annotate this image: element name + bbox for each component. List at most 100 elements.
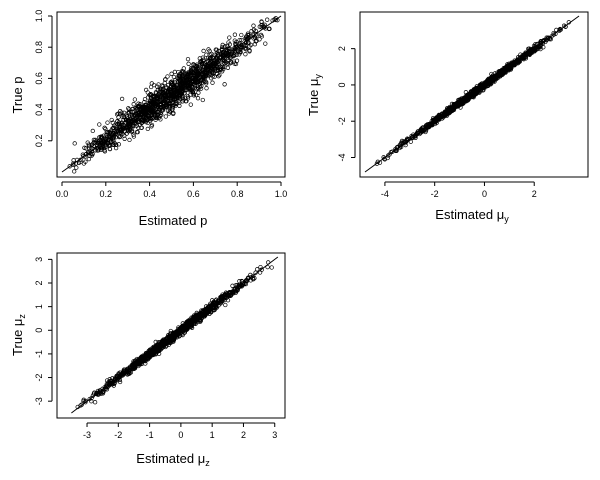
- x-tick-label: 0.8: [231, 189, 244, 199]
- data-point: [147, 92, 152, 98]
- data-point: [126, 106, 131, 111]
- data-point: [259, 267, 264, 272]
- data-point: [126, 128, 131, 134]
- data-point: [532, 46, 538, 51]
- data-point: [149, 117, 154, 122]
- data-point: [186, 61, 191, 66]
- data-point: [188, 66, 194, 71]
- plot-frame: [56, 11, 286, 178]
- data-point: [143, 105, 148, 110]
- data-point: [180, 94, 185, 99]
- data-point: [223, 52, 228, 58]
- y-tick-label: -2: [34, 374, 44, 382]
- data-point: [475, 90, 480, 95]
- data-point: [220, 42, 225, 48]
- data-point: [119, 96, 125, 102]
- data-point: [195, 96, 201, 101]
- data-point: [170, 107, 175, 112]
- data-point: [214, 301, 219, 307]
- data-point: [259, 23, 264, 28]
- data-point: [151, 108, 156, 113]
- data-point: [230, 53, 236, 58]
- data-point: [243, 52, 248, 57]
- data-point: [430, 115, 436, 121]
- data-point: [185, 72, 190, 78]
- data-point: [182, 70, 187, 75]
- data-point: [151, 82, 157, 88]
- data-point: [495, 72, 500, 78]
- data-point: [239, 45, 244, 50]
- data-point: [156, 345, 161, 350]
- data-point: [237, 279, 242, 284]
- x-tick-label: 2: [241, 430, 246, 440]
- data-point: [101, 133, 106, 138]
- data-point: [187, 86, 193, 92]
- data-point: [165, 74, 170, 79]
- data-point: [200, 77, 205, 82]
- data-point: [155, 109, 160, 115]
- data-point: [180, 326, 186, 332]
- data-point: [169, 71, 174, 76]
- y-tick-label: -3: [34, 397, 44, 405]
- data-point: [233, 46, 238, 51]
- data-point: [221, 67, 226, 72]
- data-point: [180, 77, 185, 83]
- data-point: [263, 41, 268, 46]
- data-point: [152, 97, 157, 103]
- data-point: [147, 347, 152, 352]
- data-point: [149, 98, 154, 104]
- data-point: [131, 134, 137, 139]
- panel-mu-z: -3 -2 -1 0 1 2 3 -3 -2 -1 0 1 2 3 Estimated μz True μz: [10, 252, 286, 468]
- data-point: [255, 267, 260, 272]
- data-point: [227, 35, 232, 40]
- data-point: [197, 66, 202, 72]
- data-point: [532, 49, 537, 54]
- x-tick-label: 2: [532, 189, 537, 199]
- data-point: [192, 85, 198, 90]
- data-point: [374, 161, 380, 166]
- data-point: [225, 65, 231, 70]
- data-point: [254, 38, 259, 43]
- reference-line: [71, 256, 279, 414]
- data-point: [505, 62, 510, 67]
- y-tick-label: 0: [34, 328, 44, 333]
- data-point: [225, 48, 230, 54]
- data-point: [510, 62, 515, 67]
- data-point: [243, 43, 248, 48]
- x-tick-label: -2: [431, 189, 439, 199]
- x-tick-label: -1: [146, 430, 154, 440]
- data-point: [127, 109, 132, 115]
- data-point: [138, 102, 143, 107]
- data-point: [486, 82, 492, 87]
- x-axis-label: Estimated μy: [435, 207, 509, 224]
- data-point: [131, 360, 136, 365]
- data-point: [171, 337, 177, 342]
- data-point: [252, 42, 258, 47]
- data-point: [200, 64, 205, 69]
- data-point: [205, 58, 211, 63]
- data-point: [190, 90, 195, 95]
- data-point: [201, 48, 206, 54]
- data-point: [174, 100, 179, 106]
- data-point: [259, 19, 264, 25]
- data-point: [89, 395, 94, 401]
- x-tick-label: 1.0: [275, 189, 288, 199]
- y-tick-label: 0.8: [34, 41, 44, 54]
- data-point: [104, 384, 110, 389]
- data-point: [172, 69, 178, 75]
- data-point: [166, 333, 171, 338]
- panel-p: 0.0 0.2 0.4 0.6 0.8 1.0 0.2 0.4 0.6 0.8 1.0 Estimat…: [10, 10, 287, 228]
- data-point: [446, 108, 451, 114]
- data-point: [243, 35, 248, 41]
- data-point: [127, 137, 132, 143]
- data-point: [99, 136, 104, 141]
- data-point: [408, 139, 413, 144]
- data-point: [160, 107, 166, 112]
- data-point: [72, 169, 77, 174]
- data-point: [81, 154, 86, 159]
- data-point: [99, 145, 104, 151]
- plot-frame: [56, 252, 286, 419]
- data-point: [132, 97, 138, 102]
- data-point: [179, 90, 184, 95]
